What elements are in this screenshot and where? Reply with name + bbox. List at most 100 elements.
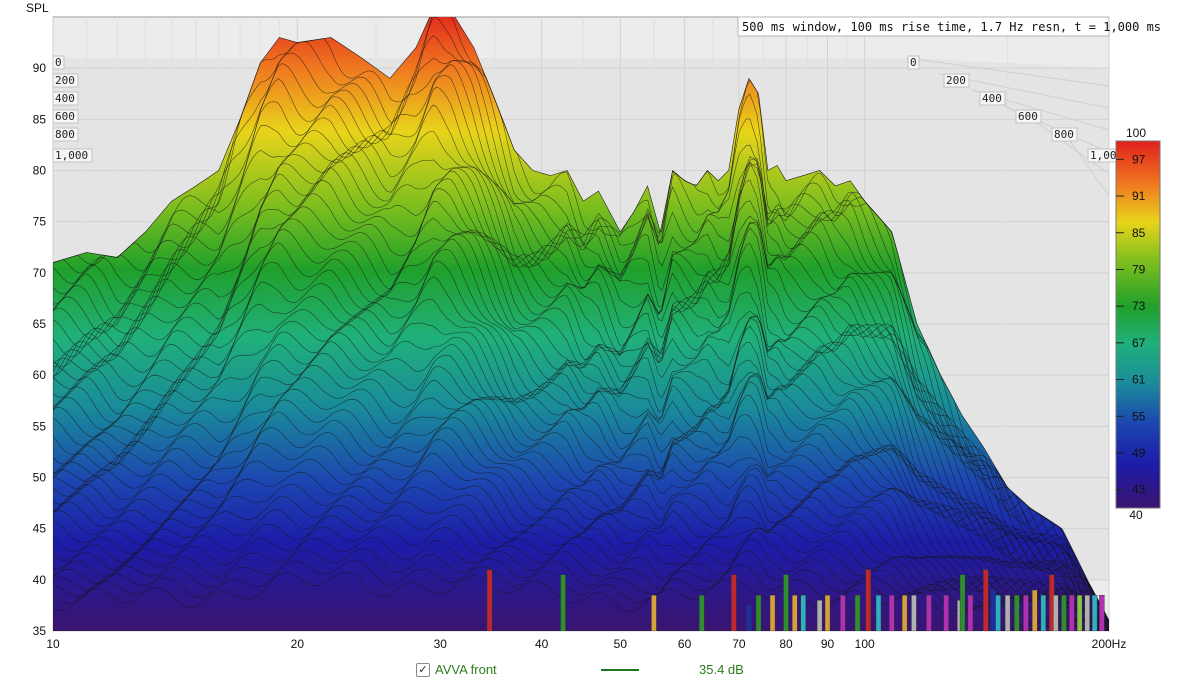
x-tick-label: 40 <box>535 637 549 651</box>
legend-checkbox[interactable]: ✓ <box>416 663 430 677</box>
time-tick-right: 600 <box>1015 109 1042 124</box>
colorbar-tick-label: 85 <box>1132 226 1146 240</box>
waterfall-slice <box>53 332 1109 627</box>
waterfall-slice <box>53 249 1109 631</box>
y-tick-label: 40 <box>33 573 47 587</box>
waterfall-slice <box>53 218 1109 621</box>
y-tick-label: 50 <box>33 471 47 485</box>
waterfall-slice <box>53 571 1109 631</box>
resonance-bar <box>875 594 882 631</box>
resonance-bar <box>699 594 705 631</box>
svg-text:800: 800 <box>1054 128 1074 141</box>
waterfall-slice <box>53 229 1109 621</box>
time-tick-right: 0 <box>907 55 920 70</box>
resonance-bar <box>746 605 752 631</box>
svg-text:800: 800 <box>55 128 75 141</box>
colorbar-tick-label: 43 <box>1132 483 1146 497</box>
info-box <box>737 16 1110 37</box>
svg-text:0: 0 <box>55 56 62 69</box>
svg-text:400: 400 <box>55 92 75 105</box>
waterfall-slice <box>53 377 1109 624</box>
svg-text:600: 600 <box>55 110 75 123</box>
colorbar-tick-label: 49 <box>1132 446 1146 460</box>
x-tick-label: 60 <box>678 637 692 651</box>
waterfall-slice <box>53 560 1109 631</box>
waterfall-slice <box>53 238 1109 631</box>
y-tick-label: 55 <box>33 419 47 433</box>
x-tick-label: 90 <box>821 637 835 651</box>
x-tick-label: 30 <box>434 637 448 651</box>
x-tick-label: 80 <box>779 637 793 651</box>
resonance-bar <box>995 594 1001 631</box>
time-tick-left: 600 <box>52 109 79 124</box>
resonance-bar <box>783 574 789 631</box>
colorbar-max-label: 100 <box>1126 126 1146 140</box>
resonance-bar <box>1023 594 1029 631</box>
waterfall-slice <box>53 159 1109 621</box>
waterfall-slice <box>53 130 1109 622</box>
svg-text:200: 200 <box>55 74 75 87</box>
resonance-bar <box>943 594 949 631</box>
svg-text:1,000: 1,000 <box>55 149 88 162</box>
resonance-bar <box>824 594 831 631</box>
resonance-bar <box>731 574 737 631</box>
svg-text:0: 0 <box>910 56 917 69</box>
resonance-bar <box>769 594 776 631</box>
colorbar-tick-label: 61 <box>1132 373 1146 387</box>
legend-series-name[interactable]: AVVA front <box>435 662 497 677</box>
legend-series-line <box>601 669 639 671</box>
waterfall-slice <box>53 470 1109 631</box>
waterfall-slice <box>53 352 1109 631</box>
waterfall-slice <box>53 388 1109 621</box>
waterfall-slice <box>53 417 1109 630</box>
resonance-bar <box>983 569 989 631</box>
waterfall-slice <box>53 399 1109 621</box>
waterfall-slice <box>53 526 1109 631</box>
resonance-bar <box>1076 594 1083 631</box>
waterfall-slice <box>53 188 1109 625</box>
resonance-bar <box>1084 594 1090 631</box>
x-tick-label: 20 <box>291 637 305 651</box>
waterfall-slice <box>53 452 1109 631</box>
y-axis-label: SPL <box>26 1 49 15</box>
resonance-bar <box>1004 594 1011 631</box>
time-tick-right: 400 <box>979 91 1006 106</box>
waterfall-slice <box>53 60 1109 621</box>
resonance-bar <box>959 574 966 631</box>
resonance-bar <box>816 600 823 631</box>
colorbar-tick-label: 73 <box>1132 299 1146 313</box>
svg-text:200: 200 <box>946 74 966 87</box>
resonance-bar <box>854 594 861 631</box>
resonance-bar <box>1091 594 1098 631</box>
resonance-bar <box>560 574 566 631</box>
waterfall-slice <box>53 341 1109 631</box>
y-tick-label: 45 <box>33 522 47 536</box>
resonance-bar <box>1053 594 1059 631</box>
time-tick-right: 200 <box>943 73 970 88</box>
x-tick-label: 50 <box>614 637 628 651</box>
y-tick-label: 90 <box>33 61 47 75</box>
waterfall-slice <box>53 233 1109 621</box>
resonance-bar <box>792 594 798 631</box>
waterfall-slice <box>53 64 1109 631</box>
legend <box>0 650 1200 686</box>
x-tick-label: 100 <box>855 637 875 651</box>
waterfall-slice <box>53 200 1109 621</box>
waterfall-slice <box>53 276 1109 631</box>
x-tick-label: 200Hz <box>1092 637 1127 651</box>
y-tick-label: 35 <box>33 624 47 638</box>
y-tick-label: 75 <box>33 215 47 229</box>
colorbar-tick-label: 91 <box>1132 189 1146 203</box>
svg-text:600: 600 <box>1018 110 1038 123</box>
time-gridline <box>1035 121 1110 175</box>
legend-series-value: 35.4 dB <box>699 662 744 677</box>
resonance-bar <box>800 594 806 631</box>
resonance-bar <box>1040 594 1047 631</box>
resonance-bar <box>911 594 917 631</box>
resonance-bar <box>901 594 908 631</box>
svg-text:400: 400 <box>982 92 1002 105</box>
waterfall-slice <box>53 322 1109 623</box>
waterfall-slice <box>53 487 1109 629</box>
waterfall-slice <box>53 57 1109 621</box>
